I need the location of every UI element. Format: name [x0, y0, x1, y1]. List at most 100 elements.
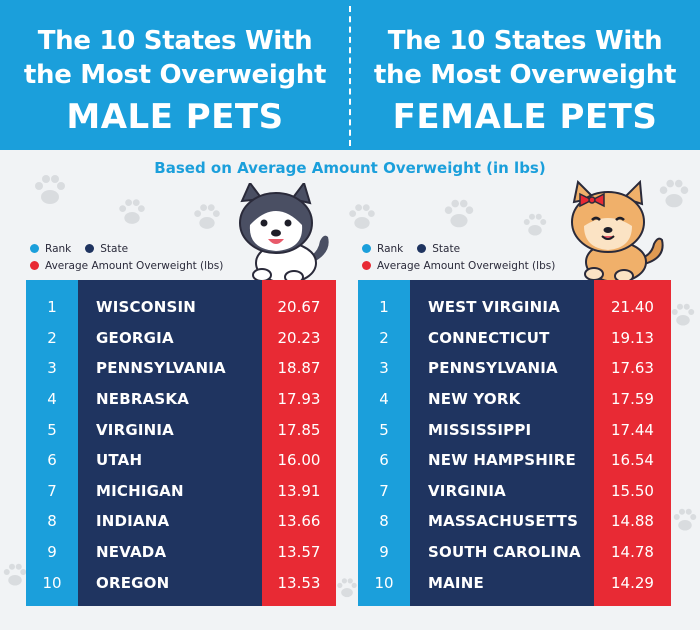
- state-cell: NEVADA: [96, 543, 167, 562]
- table-row: 5 MISSISSIPPI 17.44: [358, 414, 671, 445]
- paw-print-icon: [444, 199, 474, 228]
- legend-rank-swatch: [362, 244, 371, 253]
- state-cell: MASSACHUSETTS: [428, 512, 579, 531]
- header-banner: The 10 States With the Most Overweight M…: [0, 0, 700, 150]
- state-cell: MISSISSIPPI: [428, 420, 532, 439]
- value-cell: 19.13: [611, 328, 654, 347]
- paw-print-icon: [3, 563, 27, 586]
- header-divider: [349, 6, 351, 146]
- header-left: The 10 States With the Most Overweight M…: [0, 24, 350, 140]
- legend-state-swatch: [85, 244, 95, 253]
- legend-row: Average Amount Overweight (lbs): [30, 257, 223, 274]
- table-row: 10 OREGON 13.53: [26, 567, 336, 598]
- legend-row: Rank State: [362, 240, 555, 257]
- rank-cell: 4: [47, 390, 57, 409]
- table-row: 1 WEST VIRGINIA 21.40: [358, 292, 671, 323]
- header-right-line2: the Most Overweight: [373, 60, 677, 90]
- rank-cell: 3: [379, 359, 389, 378]
- table-row: 4 NEBRASKA 17.93: [26, 384, 336, 415]
- state-cell: PENNSYLVANIA: [428, 359, 558, 378]
- value-cell: 13.53: [277, 573, 321, 592]
- value-cell: 16.00: [277, 451, 321, 470]
- header-right-line1: The 10 States With: [387, 26, 663, 56]
- state-cell: WEST VIRGINIA: [428, 298, 561, 317]
- state-cell: NEBRASKA: [96, 390, 190, 409]
- legend-rank-label: Rank: [377, 242, 404, 255]
- legend-rank-swatch: [30, 244, 39, 253]
- legend-row: Rank State: [30, 240, 223, 257]
- state-cell: CONNECTICUT: [428, 328, 550, 347]
- state-column: [78, 280, 262, 606]
- state-cell: MICHIGAN: [96, 481, 184, 500]
- value-cell: 21.40: [611, 298, 654, 317]
- state-cell: GEORGIA: [96, 328, 174, 347]
- rank-cell: 9: [379, 543, 389, 562]
- table-row: 6 UTAH 16.00: [26, 445, 336, 476]
- value-column: [594, 280, 671, 606]
- state-cell: MAINE: [428, 573, 484, 592]
- table-row: 4 NEW YORK 17.59: [358, 384, 671, 415]
- rank-cell: 5: [47, 420, 57, 439]
- value-cell: 13.57: [277, 543, 321, 562]
- value-cell: 17.59: [611, 390, 654, 409]
- table-row: 3 PENNSYLVANIA 17.63: [358, 353, 671, 384]
- rank-cell: 3: [47, 359, 57, 378]
- legend-rank-label: Rank: [45, 242, 72, 255]
- header-left-title: MALE PETS: [66, 97, 284, 137]
- paw-print-icon: [673, 508, 697, 531]
- header-right: The 10 States With the Most Overweight F…: [350, 24, 700, 140]
- table-row: 9 SOUTH CAROLINA 14.78: [358, 537, 671, 568]
- header-right-title: FEMALE PETS: [392, 97, 658, 137]
- legend-right: Rank State Average Amount Overweight (lb…: [362, 240, 555, 274]
- value-cell: 17.44: [611, 420, 654, 439]
- value-cell: 17.93: [277, 390, 321, 409]
- value-cell: 14.29: [611, 573, 654, 592]
- value-cell: 13.91: [277, 481, 321, 500]
- female-pets-table: 1 WEST VIRGINIA 21.40 2 CONNECTICUT 19.13 3 PEN…: [358, 280, 671, 606]
- rank-cell: 10: [42, 573, 62, 592]
- legend-state-label: State: [100, 242, 129, 255]
- table-row: 3 PENNSYLVANIA 18.87: [26, 353, 336, 384]
- header-left-line1: The 10 States With: [37, 26, 313, 56]
- rank-cell: 5: [379, 420, 389, 439]
- value-cell: 13.66: [277, 512, 321, 531]
- rank-cell: 7: [47, 481, 57, 500]
- legend-left: Rank State Average Amount Overweight (lb…: [30, 240, 223, 274]
- table-row: 5 VIRGINIA 17.85: [26, 414, 336, 445]
- value-cell: 20.23: [277, 328, 321, 347]
- value-cell: 16.54: [611, 451, 654, 470]
- state-cell: VIRGINIA: [428, 481, 506, 500]
- state-cell: OREGON: [96, 573, 170, 592]
- rank-cell: 6: [379, 451, 389, 470]
- rank-cell: 1: [379, 298, 389, 317]
- table-row: 8 MASSACHUSETTS 14.88: [358, 506, 671, 537]
- header-left-line2: the Most Overweight: [23, 60, 327, 90]
- table-row: 7 MICHIGAN 13.91: [26, 476, 336, 507]
- paw-print-icon: [523, 213, 547, 236]
- state-column: [410, 280, 594, 606]
- legend-state-label: State: [432, 242, 461, 255]
- rank-cell: 2: [47, 328, 57, 347]
- husky-dog-icon: [239, 183, 329, 283]
- state-cell: UTAH: [96, 451, 143, 470]
- rank-cell: 6: [47, 451, 57, 470]
- state-cell: SOUTH CAROLINA: [428, 543, 581, 562]
- paw-print-icon: [35, 175, 65, 204]
- state-cell: PENNSYLVANIA: [96, 359, 226, 378]
- legend-value-swatch: [30, 261, 39, 270]
- value-cell: 14.78: [611, 543, 654, 562]
- subtitle: Based on Average Amount Overweight (in l…: [154, 159, 546, 177]
- table-row: 8 INDIANA 13.66: [26, 506, 336, 537]
- legend-state-swatch: [417, 244, 427, 253]
- table-row: 1 WISCONSIN 20.67: [26, 292, 336, 323]
- state-cell: WISCONSIN: [96, 298, 196, 317]
- male-pets-table: 1 WISCONSIN 20.67 2 GEORGIA 20.23 3 PENNSYLVANI…: [26, 280, 336, 606]
- rank-cell: 1: [47, 298, 57, 317]
- paw-print-icon: [349, 204, 375, 229]
- rank-cell: 10: [374, 573, 394, 592]
- rank-cell: 8: [379, 512, 389, 531]
- rank-cell: 9: [47, 543, 57, 562]
- paw-print-icon: [659, 179, 689, 208]
- state-cell: NEW YORK: [428, 390, 521, 409]
- value-cell: 18.87: [277, 359, 321, 378]
